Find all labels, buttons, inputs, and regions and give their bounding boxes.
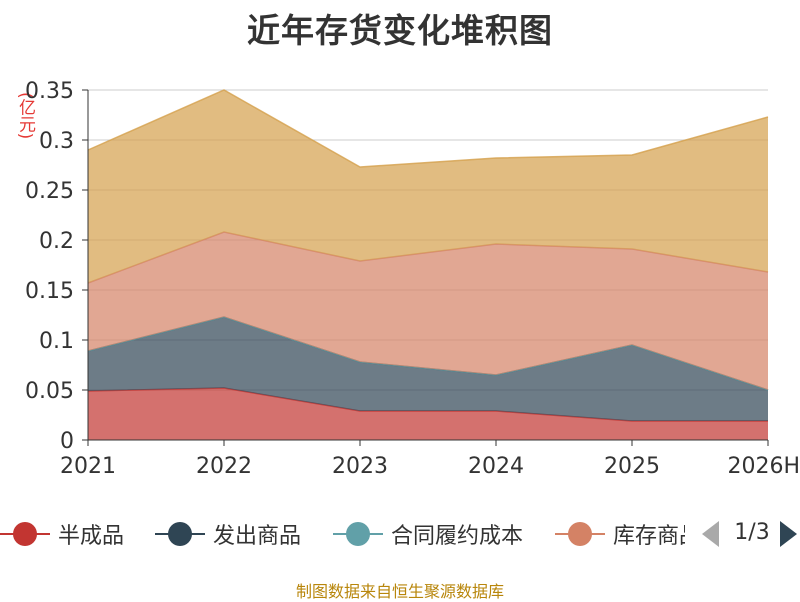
legend-item-goods-dispatched[interactable]: 发出商品 <box>155 514 301 554</box>
x-tick-label: 2023 <box>332 454 388 479</box>
chart-title: 近年存货变化堆积图 <box>247 11 553 50</box>
series-line-4 <box>87 89 769 168</box>
tick-labels: 0 0.05 0.1 0.15 0.2 0.25 0.3 0.35 2021 2022 2023 20… <box>25 79 800 479</box>
x-tick-label: 2022 <box>196 454 252 479</box>
y-tick-label: 0.05 <box>25 379 74 404</box>
legend-label: 合同履约成本 <box>391 524 524 549</box>
legend-prev-page-icon[interactable] <box>702 521 719 547</box>
legend-marker-icon <box>555 514 605 554</box>
area-series <box>87 89 769 440</box>
legend-dot <box>568 522 592 546</box>
y-tick-label: 0.25 <box>25 179 74 204</box>
y-tick-label: 0.15 <box>25 279 74 304</box>
legend-marker-icon <box>0 514 50 554</box>
y-tick-label: 0 <box>60 429 74 454</box>
x-tick-label: 2021 <box>60 454 116 479</box>
legend-label: 半成品 <box>58 524 125 549</box>
y-tick-label: 0.3 <box>39 129 74 154</box>
legend-item-semi-finished[interactable]: 半成品 <box>0 514 124 554</box>
area-series-4[interactable] <box>88 90 768 283</box>
axes <box>82 89 769 446</box>
area-series-0[interactable] <box>88 388 768 440</box>
legend-page-indicator: 1/3 <box>734 520 770 545</box>
y-tick-label: 0.1 <box>39 329 74 354</box>
x-tick-label: 2024 <box>468 454 524 479</box>
y-tick-label: 0.35 <box>25 79 74 104</box>
legend-label: 库存商品 <box>613 524 685 549</box>
x-tick-label: 2025 <box>604 454 660 479</box>
x-tick-label: 2026H <box>727 454 800 479</box>
legend-marker-icon <box>155 514 205 554</box>
legend: 半成品 发出商品 合同履约成本 库存商品 <box>0 514 800 554</box>
legend-item-contract-cost[interactable]: 合同履约成本 <box>333 514 523 554</box>
legend-dot <box>346 522 370 546</box>
data-source-note: 制图数据来自恒生聚源数据库 <box>295 582 504 601</box>
legend-marker-icon <box>333 514 383 554</box>
y-tick-label: 0.2 <box>39 229 74 254</box>
legend-dot <box>168 522 192 546</box>
legend-dot <box>13 522 37 546</box>
legend-pager: 1/3 <box>700 514 800 554</box>
legend-next-page-icon[interactable] <box>780 521 797 547</box>
legend-items-clip: 半成品 发出商品 合同履约成本 库存商品 <box>0 514 685 554</box>
y-axis-unit-label: (亿元) <box>15 92 35 140</box>
legend-item-inventory-goods[interactable]: 库存商品 <box>555 514 685 554</box>
area-series-3[interactable] <box>88 232 768 390</box>
legend-label: 发出商品 <box>213 524 302 549</box>
